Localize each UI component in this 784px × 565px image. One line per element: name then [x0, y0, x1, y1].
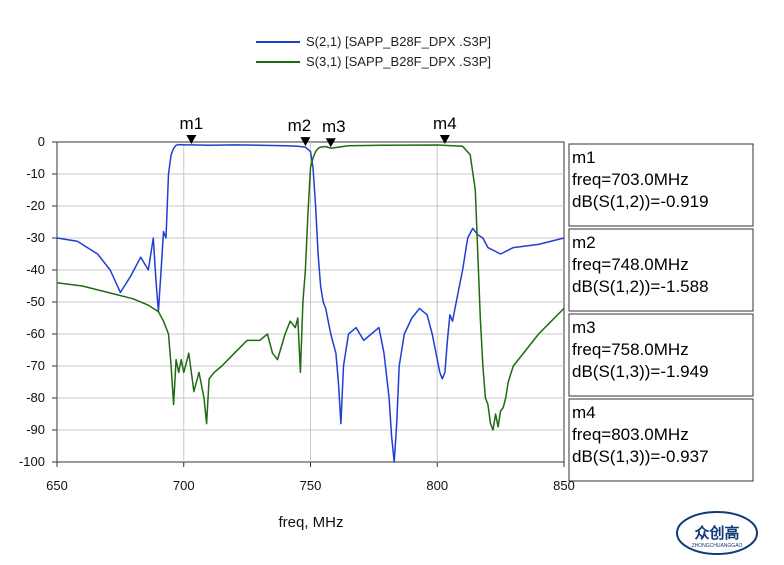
legend-label-s21: S(2,1) [SAPP_B28F_DPX .S3P]: [306, 34, 491, 49]
readout-box-m1: [568, 143, 754, 227]
marker-label-m3: m3: [322, 117, 346, 136]
marker-triangle-m2: [300, 137, 311, 147]
y-tick-label: -50: [26, 294, 45, 309]
readout-line-m3: m3: [572, 318, 596, 337]
x-tick-label: 850: [553, 478, 575, 493]
markers: m1 m2 m3 m4: [180, 114, 457, 148]
readout-line-m1: m1: [572, 148, 596, 167]
series-line-s21: [56, 143, 565, 463]
x-axis-label: freq, MHz: [278, 514, 343, 531]
y-tick-label: -40: [26, 262, 45, 277]
marker-triangle-m3: [325, 138, 336, 148]
y-tick-label: 0: [38, 134, 45, 149]
marker-triangle-m1: [186, 134, 197, 144]
readout-box-m3: [568, 313, 754, 397]
readout-line-m3: freq=758.0MHz: [572, 340, 689, 359]
readout-box-m2: [568, 228, 754, 312]
marker-label-m1: m1: [180, 114, 204, 133]
y-tick-label: -30: [26, 230, 45, 245]
marker-triangle-m4: [439, 134, 450, 144]
readout-line-m3: dB(S(1,3))=-1.949: [572, 362, 709, 381]
readout-box-m4: [568, 398, 754, 482]
y-tick-label: -70: [26, 358, 45, 373]
series-lines: [56, 143, 565, 463]
watermark-ring: [676, 511, 758, 555]
y-tick-labels: 0 -10 -20 -30 -40 -50 -60 -70 -80 -90 -100: [19, 134, 57, 469]
marker-label-m4: m4: [433, 114, 457, 133]
x-tick-labels: 650 700 750 800 850: [46, 462, 575, 493]
y-tick-label: -10: [26, 166, 45, 181]
watermark-subtext: ZHONGCHUANGGAO: [692, 543, 743, 549]
readout-line-m2: freq=748.0MHz: [572, 255, 689, 274]
readout-line-m4: m4: [572, 403, 596, 422]
readout-line-m1: dB(S(1,2))=-0.919: [572, 192, 709, 211]
readout-line-m1: freq=703.0MHz: [572, 170, 689, 189]
x-tick-label: 700: [173, 478, 195, 493]
marker-label-m2: m2: [288, 116, 312, 135]
x-tick-label: 750: [300, 478, 322, 493]
y-tick-label: -100: [19, 454, 45, 469]
marker-readouts: m1 freq=703.0MHz dB(S(1,2))=-0.919 m2 freq=7…: [568, 143, 754, 482]
legend: S(2,1) [SAPP_B28F_DPX .S3P] S(3,1) [SAPP…: [256, 34, 491, 69]
legend-label-s31: S(3,1) [SAPP_B28F_DPX .S3P]: [306, 54, 491, 69]
watermark-logo: 众创高 ZHONGCHUANGGAO: [676, 511, 758, 555]
y-tick-label: -90: [26, 422, 45, 437]
readout-line-m2: m2: [572, 233, 596, 252]
readout-line-m2: dB(S(1,2))=-1.588: [572, 277, 709, 296]
y-tick-label: -80: [26, 390, 45, 405]
x-tick-label: 650: [46, 478, 68, 493]
readout-line-m4: freq=803.0MHz: [572, 425, 689, 444]
watermark-text: 众创高: [694, 524, 739, 542]
x-tick-label: 800: [426, 478, 448, 493]
y-tick-label: -20: [26, 198, 45, 213]
readout-line-m4: dB(S(1,3))=-0.937: [572, 447, 709, 466]
series-line-s31: [56, 144, 565, 431]
y-tick-label: -60: [26, 326, 45, 341]
